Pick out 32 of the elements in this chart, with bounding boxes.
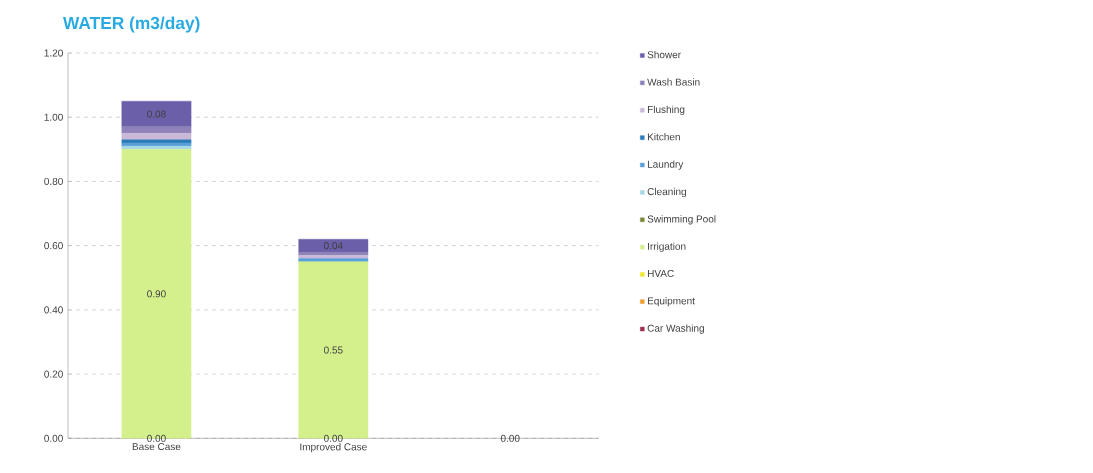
data-label: 0.00 (500, 434, 520, 442)
chart-title: WATER (m3/day) (63, 16, 200, 33)
legend-label: Laundry (647, 160, 684, 170)
y-tick-label: 0.80 (44, 177, 63, 185)
data-label: 0.04 (324, 242, 343, 250)
legend-label: Cleaning (647, 187, 686, 198)
annotation: 0.00 (324, 434, 343, 442)
y-tick-label: 0.00 (44, 434, 63, 442)
x-tick-label: Improved Case (300, 443, 367, 453)
legend-label: Wash Basin (647, 78, 700, 86)
legend-label: Flushing (647, 105, 685, 115)
y-tick-label: 0.40 (44, 306, 63, 314)
y-tick-label: 1.20 (44, 49, 63, 57)
legend-label: Kitchen (647, 133, 680, 141)
bar (121, 126, 192, 134)
data-label: 0.55 (324, 346, 343, 354)
legend-label: Swimming Pool (647, 215, 716, 225)
bar (298, 251, 369, 256)
data-label: 0.90 (147, 290, 166, 298)
bar (121, 100, 192, 128)
legend-label: Car Washing (647, 324, 704, 334)
legend-label: HVAC (647, 269, 674, 277)
y-tick-label: 0.60 (44, 242, 63, 250)
legend-label: Shower (647, 50, 681, 59)
bar (121, 133, 192, 140)
y-tick-label: 1.00 (44, 113, 63, 121)
annotation: 0.00 (147, 434, 166, 442)
data-label: 0.08 (147, 110, 166, 118)
y-tick-label: 0.20 (44, 370, 63, 378)
x-tick-label: Base Case (132, 443, 181, 451)
legend-label: Irrigation (648, 242, 686, 252)
legend-label: Equipment (647, 297, 695, 307)
